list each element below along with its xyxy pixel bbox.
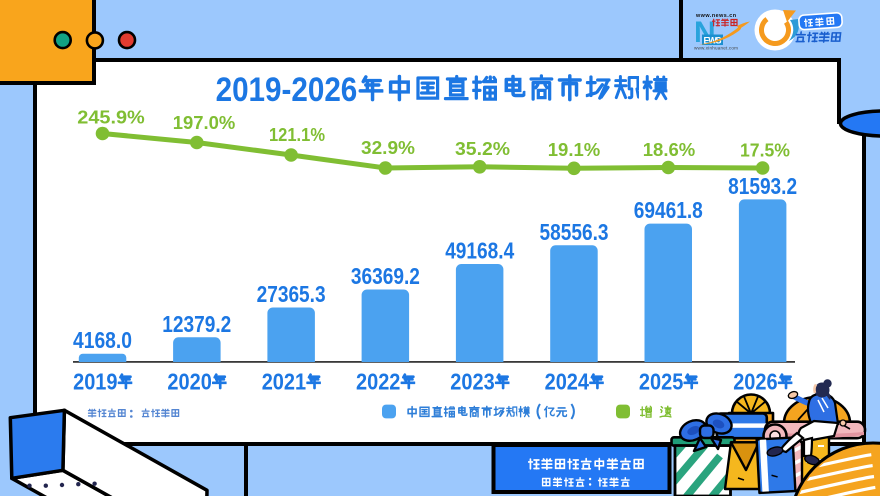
svg-text:49168.4: 49168.4 xyxy=(445,238,514,264)
svg-text:32.9%: 32.9% xyxy=(361,137,415,158)
svg-text:2022: 2022 xyxy=(356,368,400,394)
svg-text:2020: 2020 xyxy=(167,368,211,394)
svg-text:19.1%: 19.1% xyxy=(548,139,601,160)
svg-text:www.news.cn: www.news.cn xyxy=(695,13,736,19)
svg-text:2021: 2021 xyxy=(262,368,306,394)
svg-text:EWS: EWS xyxy=(704,36,722,46)
svg-text:2026: 2026 xyxy=(733,368,777,394)
svg-text:12379.2: 12379.2 xyxy=(162,311,231,337)
svg-text:245.9%: 245.9% xyxy=(77,107,145,128)
svg-text:2025: 2025 xyxy=(639,368,683,394)
svg-text:121.1%: 121.1% xyxy=(269,124,325,145)
svg-text:58556.3: 58556.3 xyxy=(540,219,609,245)
svg-text:36369.2: 36369.2 xyxy=(351,263,420,289)
svg-text:81593.2: 81593.2 xyxy=(728,173,797,199)
svg-text:18.6%: 18.6% xyxy=(643,139,696,160)
svg-text:2019-2026: 2019-2026 xyxy=(216,71,358,109)
svg-text:2023: 2023 xyxy=(450,368,494,394)
svg-text:27365.3: 27365.3 xyxy=(257,281,326,307)
svg-text:www.xinhuanet.com: www.xinhuanet.com xyxy=(694,46,738,51)
svg-text:35.2%: 35.2% xyxy=(455,138,510,159)
svg-text:69461.8: 69461.8 xyxy=(634,197,703,223)
svg-text:2019: 2019 xyxy=(73,368,117,394)
svg-text:2024: 2024 xyxy=(545,368,589,394)
svg-text:17.5%: 17.5% xyxy=(740,140,790,161)
svg-text:4168.0: 4168.0 xyxy=(73,327,132,353)
svg-text:197.0%: 197.0% xyxy=(173,112,236,133)
